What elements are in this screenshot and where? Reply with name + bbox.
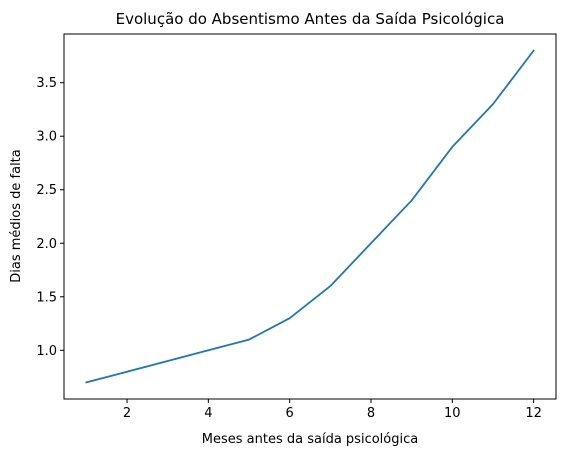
x-tick-label: 8 <box>367 406 375 421</box>
y-tick-label: 3.0 <box>36 130 57 145</box>
chart-title: Evolução do Absentismo Antes da Saída Ps… <box>116 10 505 28</box>
x-axis: 2 4 6 8 10 12 <box>123 399 542 421</box>
x-tick-label: 2 <box>123 406 131 421</box>
x-tick-label: 12 <box>525 406 542 421</box>
plot-frame <box>63 33 557 400</box>
plot-layer <box>85 49 535 384</box>
x-tick-label: 4 <box>204 406 212 421</box>
x-axis-label: Meses antes da saída psicológica <box>202 432 418 447</box>
y-tick-label: 1.5 <box>36 290 57 305</box>
y-axis-label: Dias médios de falta <box>9 149 24 282</box>
y-tick-label: 1.0 <box>36 344 57 359</box>
y-tick-label: 2.5 <box>36 183 57 198</box>
x-tick-label: 6 <box>286 406 294 421</box>
y-axis: 1.0 1.5 2.0 2.5 3.0 3.5 <box>36 76 64 359</box>
y-tick-label: 3.5 <box>36 76 57 91</box>
series-line <box>85 49 535 384</box>
x-tick-label: 10 <box>444 406 461 421</box>
y-tick-label: 2.0 <box>36 237 57 252</box>
